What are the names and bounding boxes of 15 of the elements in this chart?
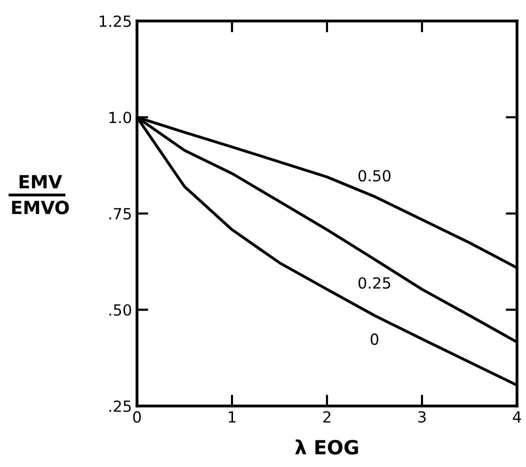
x-tick-label: 1: [228, 411, 236, 422]
x-tick-label: 4: [512, 411, 522, 422]
y-tick-label: .25: [109, 400, 131, 412]
series-label: 0: [370, 333, 378, 345]
x-tick-label: 2: [323, 411, 330, 422]
y-axis-title: EMV EMVO: [12, 175, 69, 214]
series-label: 0.50: [358, 170, 390, 182]
x-axis-title: λ EOG: [295, 440, 358, 455]
y-tick-label: .50: [109, 304, 132, 316]
x-tick-label: 3: [418, 411, 426, 423]
y-tick-label: 1.0: [110, 112, 132, 124]
y-tick-label: .75: [109, 208, 131, 220]
series-label: 0.25: [358, 277, 390, 289]
y-tick-label: 1.25: [100, 15, 131, 28]
x-tick-label: 0: [133, 411, 141, 423]
